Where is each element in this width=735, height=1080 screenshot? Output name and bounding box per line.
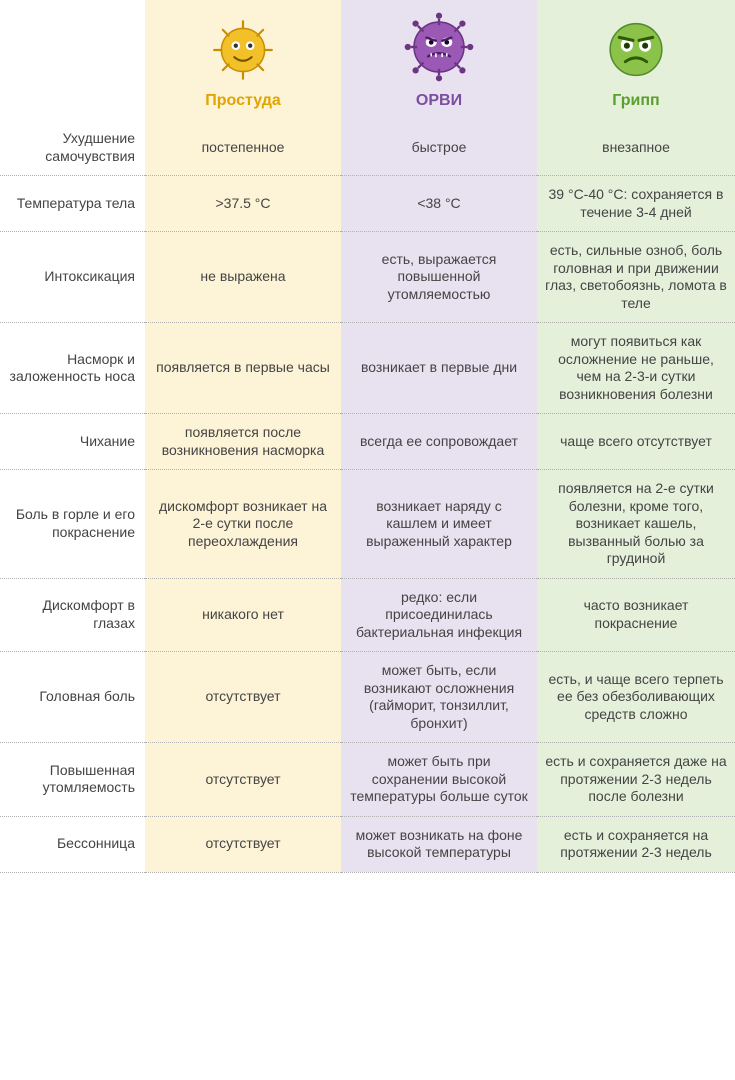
table-row: Насморк и заложенность носапоявляется в …: [0, 323, 735, 414]
table-header-row: Простуда: [0, 0, 735, 120]
symptom-label: Чихание: [0, 414, 145, 470]
orvi-cell: быстрое: [341, 120, 537, 176]
table-row: Чиханиепоявляется после возникновения на…: [0, 414, 735, 470]
orvi-cell: есть, выражается повышенной утомляемость…: [341, 232, 537, 323]
cold-cell: не выражена: [145, 232, 341, 323]
symptom-label: Интоксикация: [0, 232, 145, 323]
orvi-cell: возникает в первые дни: [341, 323, 537, 414]
cold-cell: постепенное: [145, 120, 341, 176]
symptom-label: Боль в горле и его покраснение: [0, 470, 145, 579]
header-cold-label: Простуда: [205, 92, 281, 110]
flu-cell: есть, и чаще всего терпеть ее без обезбо…: [537, 652, 735, 743]
table-row: Боль в горле и его покраснениедискомфорт…: [0, 470, 735, 579]
orvi-cell: может быть при сохранении высокой темпер…: [341, 743, 537, 817]
orvi-cell: может возникать на фоне высокой температ…: [341, 816, 537, 872]
flu-cell: 39 °C-40 °C: сохраняется в течение 3-4 д…: [537, 176, 735, 232]
header-orvi-label: ОРВИ: [416, 92, 462, 110]
cold-cell: отсутствует: [145, 816, 341, 872]
header-orvi: ОРВИ: [341, 0, 537, 120]
comparison-table: Простуда: [0, 0, 735, 873]
header-empty-cell: [0, 0, 145, 120]
table-row: Головная больотсутствуетможет быть, если…: [0, 652, 735, 743]
flu-cell: есть и сохраняется даже на протяжении 2-…: [537, 743, 735, 817]
header-cold: Простуда: [145, 0, 341, 120]
orvi-virus-icon: [400, 8, 478, 86]
cold-virus-icon: [207, 14, 279, 86]
table-row: Дискомфорт в глазахникакого нетредко: ес…: [0, 578, 735, 652]
flu-cell: чаще всего отсутствует: [537, 414, 735, 470]
header-flu: Грипп: [537, 0, 735, 120]
cold-cell: появляется после возникновения насморка: [145, 414, 341, 470]
symptom-label: Дискомфорт в глазах: [0, 578, 145, 652]
cold-cell: дискомфорт возникает на 2-е сутки после …: [145, 470, 341, 579]
orvi-cell: <38 °C: [341, 176, 537, 232]
flu-cell: часто возникает покраснение: [537, 578, 735, 652]
symptom-label: Ухудшение самочувствия: [0, 120, 145, 176]
flu-virus-icon: [598, 10, 674, 86]
header-flu-label: Грипп: [612, 92, 659, 110]
cold-cell: никакого нет: [145, 578, 341, 652]
symptom-label: Насморк и заложенность носа: [0, 323, 145, 414]
flu-cell: могут появиться как осложнение не раньше…: [537, 323, 735, 414]
table-row: Температура тела>37.5 °C<38 °C39 °C-40 °…: [0, 176, 735, 232]
flu-cell: появляется на 2-е сутки болезни, кроме т…: [537, 470, 735, 579]
cold-cell: отсутствует: [145, 652, 341, 743]
orvi-cell: возникает наряду с кашлем и имеет выраже…: [341, 470, 537, 579]
table-row: Повышенная утомляемостьотсутствуетможет …: [0, 743, 735, 817]
table-row: Бессонницаотсутствуетможет возникать на …: [0, 816, 735, 872]
table-row: Интоксикацияне выраженаесть, выражается …: [0, 232, 735, 323]
orvi-cell: может быть, если возникают осложнения (г…: [341, 652, 537, 743]
flu-cell: есть, сильные озноб, боль головная и при…: [537, 232, 735, 323]
orvi-cell: редко: если присоединилась бактериальная…: [341, 578, 537, 652]
table-row: Ухудшение самочувствияпостепенноебыстрое…: [0, 120, 735, 176]
symptom-label: Повышенная утомляемость: [0, 743, 145, 817]
flu-cell: есть и сохраняется на протяжении 2-3 нед…: [537, 816, 735, 872]
orvi-cell: всегда ее сопровождает: [341, 414, 537, 470]
symptom-label: Температура тела: [0, 176, 145, 232]
cold-cell: появляется в первые часы: [145, 323, 341, 414]
flu-cell: внезапное: [537, 120, 735, 176]
cold-cell: отсутствует: [145, 743, 341, 817]
symptom-label: Головная боль: [0, 652, 145, 743]
symptom-label: Бессонница: [0, 816, 145, 872]
cold-cell: >37.5 °C: [145, 176, 341, 232]
